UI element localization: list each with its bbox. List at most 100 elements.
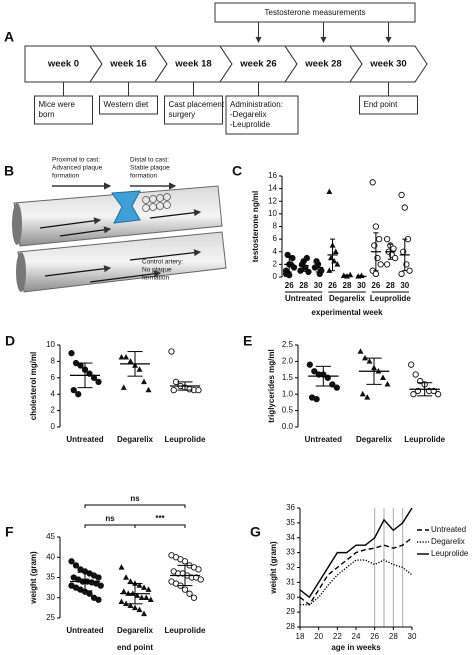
data-point [372, 223, 380, 230]
data-point [145, 386, 152, 393]
y-tick-label: 8 [51, 357, 56, 366]
data-point [118, 354, 125, 360]
data-point [197, 576, 204, 583]
y-tick-label: 2 [51, 406, 56, 415]
plaque [142, 193, 171, 212]
significance-label: ns [130, 494, 140, 503]
data-point [138, 594, 145, 600]
note-box [34, 95, 93, 125]
note-box [99, 95, 158, 115]
data-point [123, 574, 129, 580]
note-text: End point [364, 100, 399, 109]
y-tick-label: 25 [46, 613, 55, 622]
data-point [290, 264, 298, 271]
data-point [190, 594, 198, 601]
data-point [86, 590, 93, 597]
y-tick-label: 14 [268, 184, 277, 193]
x-tick-label: 28 [343, 281, 352, 290]
data-point [132, 580, 138, 586]
data-point [286, 271, 293, 279]
note-box [164, 95, 223, 125]
y-tick-label: 0.0 [282, 422, 294, 431]
data-point [435, 391, 442, 398]
note-text: -Leuprolide [230, 120, 271, 129]
x-axis-label: end point [117, 643, 153, 652]
y-tick-label: 45 [46, 532, 55, 541]
y-axis-label: weight (gram) [269, 541, 278, 595]
data-point [327, 254, 334, 261]
y-tick-label: 2.0 [282, 357, 294, 366]
significance-label: *** [155, 514, 165, 523]
illustration-label: formation [52, 173, 79, 180]
panel-letter: A [4, 29, 14, 45]
x-tick-label: 26 [285, 281, 294, 290]
y-tick-label: 16 [268, 171, 277, 180]
series-line [299, 507, 413, 599]
data-point [186, 590, 193, 597]
data-point [145, 586, 152, 592]
y-tick-label: 2.5 [282, 340, 294, 349]
x-tick-label: Degarelix [117, 626, 154, 635]
data-point [118, 598, 125, 604]
y-tick-label: 4 [273, 247, 278, 256]
y-tick-label: 2 [273, 259, 278, 268]
x-tick-label: Leuprolide [165, 435, 206, 444]
x-tick-label: 18 [296, 632, 305, 641]
data-point [412, 371, 419, 378]
data-point [362, 354, 368, 361]
x-tick-label: 30 [314, 281, 323, 290]
y-tick-label: 30 [286, 592, 295, 601]
y-axis-label: weight (gram) [29, 551, 38, 605]
illustration-label: Stable plaque [130, 165, 170, 172]
x-tick-label: 20 [314, 632, 323, 641]
illustration-label: formation [130, 173, 157, 180]
x-tick-label: Degarelix [117, 435, 154, 444]
week-label: week 28 [304, 59, 341, 70]
data-point [329, 381, 336, 388]
data-point [297, 267, 304, 274]
panel-letter: D [5, 333, 15, 349]
y-tick-label: 28 [286, 622, 295, 631]
week-label: week 0 [47, 59, 79, 70]
group-label: Untreated [285, 294, 322, 303]
data-point [406, 267, 413, 274]
y-tick-label: 32 [286, 563, 295, 572]
y-tick-label: 35 [46, 573, 55, 582]
data-point [127, 358, 134, 364]
note-text: born [39, 110, 55, 119]
data-point [141, 610, 147, 617]
data-point [70, 386, 77, 394]
data-point [118, 564, 125, 570]
x-tick-label: 26 [371, 281, 380, 290]
data-point [306, 361, 313, 368]
legend-label: Degarelix [431, 537, 465, 546]
week-label: week 26 [239, 59, 276, 70]
illustration-label: Proximal to cast: [52, 157, 100, 164]
illustration-label: Advanced plaque [52, 165, 103, 172]
y-tick-label: 4 [51, 389, 56, 398]
data-point [181, 558, 189, 565]
data-point [391, 254, 399, 262]
y-tick-label: 8 [273, 222, 278, 231]
illustration-label: No plaque [142, 267, 172, 274]
data-point [141, 378, 147, 385]
data-point [120, 588, 127, 594]
note-text: Western diet [104, 100, 150, 109]
data-point [168, 348, 175, 355]
data-point [95, 596, 102, 603]
y-tick-label: 0 [51, 422, 56, 431]
y-tick-label: 36 [286, 503, 295, 512]
panel-letter: C [232, 163, 242, 179]
significance-bracket [84, 524, 136, 528]
y-tick-label: 30 [46, 593, 55, 602]
measurement-label: Testosterone measurements [265, 8, 366, 17]
data-point [143, 594, 150, 600]
data-point [366, 358, 373, 364]
week-label: week 30 [369, 59, 406, 70]
x-tick-label: Degarelix [356, 435, 393, 444]
data-point [390, 245, 397, 252]
illustration-label: formation [142, 275, 169, 282]
week-label: week 16 [109, 59, 146, 70]
note-text: Administration: [230, 100, 283, 109]
